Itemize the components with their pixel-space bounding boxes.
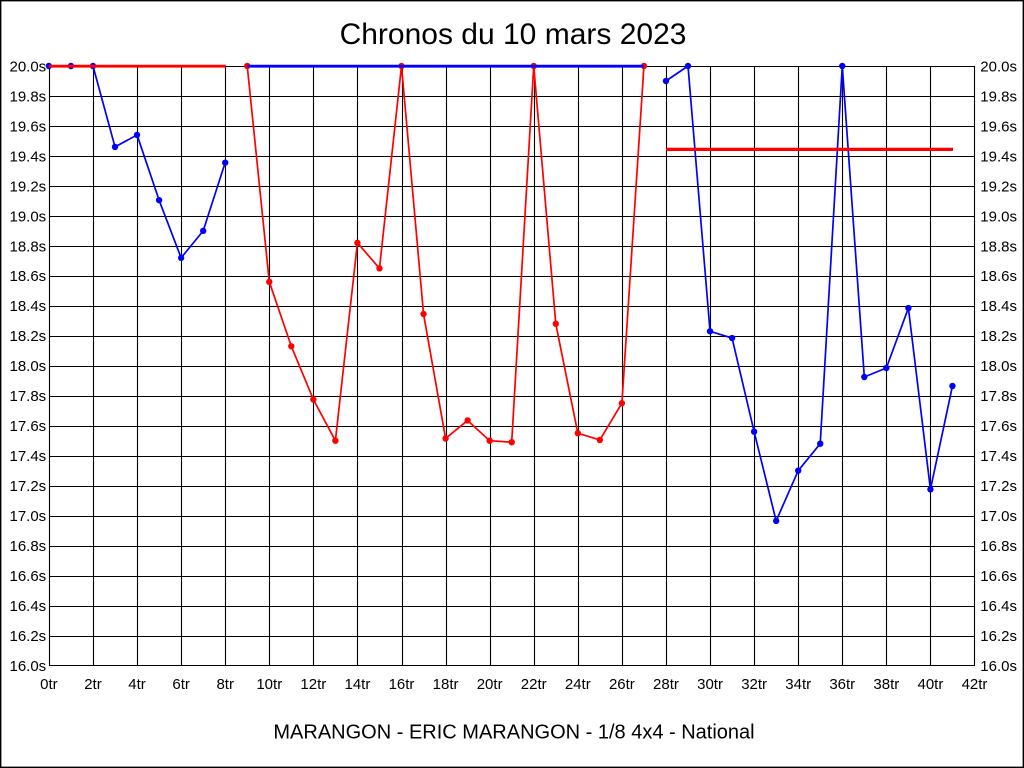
svg-text:16.2s: 16.2s [980,628,1017,645]
svg-text:10tr: 10tr [256,676,282,693]
svg-text:19.0s: 19.0s [980,208,1017,225]
svg-text:18.6s: 18.6s [9,268,46,285]
svg-text:17.0s: 17.0s [980,508,1017,525]
svg-text:16tr: 16tr [389,676,415,693]
svg-text:18.0s: 18.0s [9,358,46,375]
svg-text:16.6s: 16.6s [9,568,46,585]
svg-text:12tr: 12tr [300,676,326,693]
svg-text:30tr: 30tr [697,676,723,693]
svg-text:6tr: 6tr [172,676,190,693]
svg-text:34tr: 34tr [785,676,811,693]
svg-text:18.8s: 18.8s [9,238,46,255]
svg-text:38tr: 38tr [873,676,899,693]
svg-text:4tr: 4tr [128,676,146,693]
svg-text:2tr: 2tr [84,676,102,693]
svg-text:18.6s: 18.6s [980,268,1017,285]
svg-text:18tr: 18tr [433,676,459,693]
svg-text:17.6s: 17.6s [980,418,1017,435]
svg-text:24tr: 24tr [565,676,591,693]
svg-text:22tr: 22tr [521,676,547,693]
svg-text:19.2s: 19.2s [980,178,1017,195]
svg-text:16.4s: 16.4s [9,598,46,615]
svg-text:17.4s: 17.4s [9,448,46,465]
svg-text:19.8s: 19.8s [9,88,46,105]
svg-text:16.8s: 16.8s [9,538,46,555]
svg-text:40tr: 40tr [917,676,943,693]
svg-text:20tr: 20tr [477,676,503,693]
svg-text:42tr: 42tr [962,676,988,693]
svg-text:16.2s: 16.2s [9,628,46,645]
svg-text:17.6s: 17.6s [9,418,46,435]
svg-text:16.6s: 16.6s [980,568,1017,585]
svg-text:17.0s: 17.0s [9,508,46,525]
svg-text:26tr: 26tr [609,676,635,693]
svg-text:17.4s: 17.4s [980,448,1017,465]
svg-text:17.2s: 17.2s [9,478,46,495]
svg-text:19.6s: 19.6s [980,118,1017,135]
svg-text:18.2s: 18.2s [980,328,1017,345]
svg-text:17.2s: 17.2s [980,478,1017,495]
svg-text:19.4s: 19.4s [9,148,46,165]
svg-text:18.0s: 18.0s [980,358,1017,375]
svg-text:14tr: 14tr [345,676,371,693]
svg-text:8tr: 8tr [216,676,234,693]
svg-text:16.0s: 16.0s [9,658,46,675]
svg-text:16.8s: 16.8s [980,538,1017,555]
svg-text:32tr: 32tr [741,676,767,693]
svg-text:17.8s: 17.8s [980,388,1017,405]
svg-text:19.6s: 19.6s [9,118,46,135]
svg-text:19.4s: 19.4s [980,148,1017,165]
svg-text:19.8s: 19.8s [980,88,1017,105]
svg-text:19.2s: 19.2s [9,178,46,195]
svg-text:20.0s: 20.0s [9,58,46,75]
svg-text:18.4s: 18.4s [980,298,1017,315]
svg-text:0tr: 0tr [40,676,58,693]
svg-text:MARANGON - ERIC MARANGON - 1/8: MARANGON - ERIC MARANGON - 1/8 4x4 - Nat… [273,722,754,744]
svg-text:17.8s: 17.8s [9,388,46,405]
svg-text:36tr: 36tr [829,676,855,693]
svg-text:18.8s: 18.8s [980,238,1017,255]
svg-text:16.4s: 16.4s [980,598,1017,615]
svg-text:16.0s: 16.0s [980,658,1017,675]
svg-text:20.0s: 20.0s [980,58,1017,75]
svg-text:19.0s: 19.0s [9,208,46,225]
svg-text:18.4s: 18.4s [9,298,46,315]
svg-text:Chronos du 10 mars 2023: Chronos du 10 mars 2023 [340,18,687,51]
svg-text:18.2s: 18.2s [9,328,46,345]
svg-text:28tr: 28tr [653,676,679,693]
